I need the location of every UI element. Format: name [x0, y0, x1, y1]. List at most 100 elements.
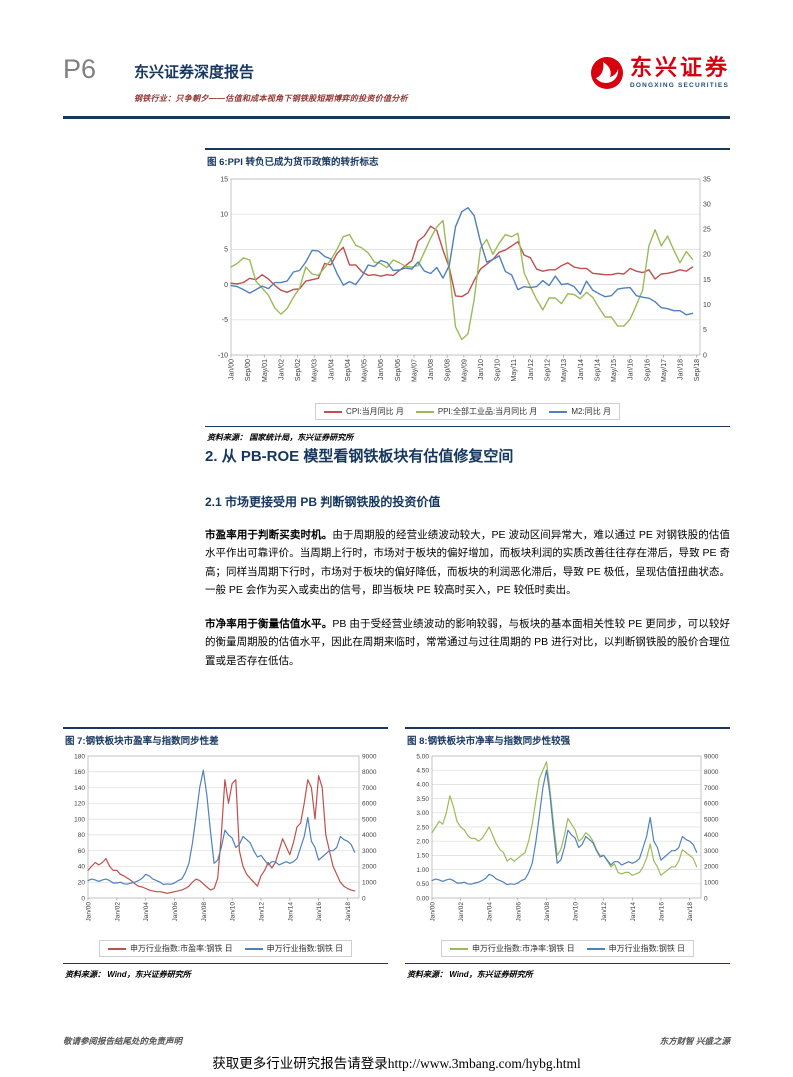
- figure-7: 图 7:钢铁板块市盈率与指数同步性差 0 20 40 60 80 100 120 140 160…: [63, 727, 388, 980]
- svg-text:0.50: 0.50: [416, 881, 429, 888]
- page-number: P6: [63, 54, 97, 84]
- legend-label: 申万行业指数:市净率:钢铁 日: [471, 944, 575, 953]
- figure-7-chart: 0 20 40 60 80 100 120 140 160 180 0 1000 2000 3000 400…: [63, 750, 388, 938]
- svg-text:Sep/02: Sep/02: [295, 359, 302, 381]
- figure-7-title: 图 7:钢铁板块市盈率与指数同步性差: [63, 727, 388, 750]
- figure-7-legend: 申万行业指数:市盈率:钢铁 日 申万行业指数:钢铁 日: [98, 940, 353, 957]
- svg-text:10: 10: [703, 302, 711, 309]
- section-2: 2. 从 PB-ROE 模型看钢铁板块有估值修复空间 2.1 市场更接受用 PB…: [205, 445, 730, 670]
- svg-text:Jan/10: Jan/10: [230, 902, 237, 922]
- svg-text:5000: 5000: [704, 816, 719, 823]
- svg-text:80: 80: [78, 832, 86, 839]
- legend-line-icon: [586, 947, 605, 950]
- svg-text:Jan/04: Jan/04: [328, 359, 335, 380]
- legend-item: M2:同比 月: [549, 406, 611, 417]
- legend-label: M2:同比 月: [571, 407, 611, 416]
- svg-text:Jan/02: Jan/02: [278, 359, 285, 380]
- svg-text:Jan/02: Jan/02: [458, 902, 465, 922]
- svg-text:Jan/06: Jan/06: [172, 902, 179, 922]
- figure-6-chart: -10 -5 0 5 10 15 0 5 10 15 20 25 30 35 Jan/00 Sep/00 May…: [205, 171, 730, 401]
- svg-text:2000: 2000: [704, 864, 719, 871]
- svg-text:Sep/06: Sep/06: [395, 359, 402, 381]
- svg-text:Sep/12: Sep/12: [545, 359, 552, 381]
- svg-text:Jan/08: Jan/08: [544, 902, 551, 922]
- legend-item: 申万行业指数:钢铁 日: [586, 943, 686, 954]
- svg-text:9000: 9000: [704, 753, 719, 760]
- legend-line-icon: [549, 410, 568, 413]
- svg-text:180: 180: [74, 753, 85, 760]
- paragraph-pb-lead: 市净率用于衡量估值水平。: [205, 618, 333, 631]
- svg-text:0: 0: [704, 895, 708, 902]
- legend-item: 申万行业指数:市盈率:钢铁 日: [107, 943, 233, 954]
- legend-label: 申万行业指数:市盈率:钢铁 日: [129, 944, 233, 953]
- svg-text:May/05: May/05: [362, 359, 369, 382]
- svg-text:2.00: 2.00: [416, 839, 429, 846]
- figure-8-source: 资料来源： Wind，东兴证券研究所: [407, 970, 533, 979]
- svg-text:Jan/12: Jan/12: [258, 902, 265, 922]
- figure-8-title: 图 8:钢铁板块市净率与指数同步性较强: [405, 727, 730, 750]
- svg-text:Sep/00: Sep/00: [245, 359, 252, 381]
- figure-6: 图 6:PPI 转负已成为货币政策的转折标志 -10 -5 0 5 10 15 0 5 10 15…: [205, 148, 730, 443]
- brand-name-cn: 东兴证券: [629, 55, 730, 80]
- svg-text:5.00: 5.00: [416, 753, 429, 760]
- svg-text:8000: 8000: [704, 769, 719, 776]
- svg-text:-10: -10: [218, 352, 228, 359]
- svg-text:1000: 1000: [704, 880, 719, 887]
- figure-8: 图 8:钢铁板块市净率与指数同步性较强 0.00 0.50 1.00 1.50 2.00…: [405, 727, 730, 980]
- svg-text:May/11: May/11: [511, 359, 518, 382]
- legend-line-icon: [107, 947, 126, 950]
- svg-text:Jan/12: Jan/12: [601, 902, 608, 922]
- svg-text:Jan/10: Jan/10: [573, 902, 580, 922]
- svg-text:Sep/04: Sep/04: [345, 359, 352, 381]
- brand-name-en: DONGXING SECURITIES: [629, 82, 729, 90]
- svg-text:0.00: 0.00: [416, 895, 429, 902]
- svg-text:15: 15: [703, 277, 711, 284]
- svg-text:Sep/08: Sep/08: [445, 359, 452, 381]
- svg-text:7000: 7000: [362, 785, 377, 792]
- svg-text:May/13: May/13: [561, 359, 568, 382]
- paragraph-pb: 市净率用于衡量估值水平。PB 由于受经营业绩波动的影响较弱，与板块的基本面相关性…: [205, 615, 730, 670]
- svg-text:8000: 8000: [362, 769, 377, 776]
- svg-text:Sep/10: Sep/10: [495, 359, 502, 381]
- svg-text:25: 25: [703, 227, 711, 234]
- svg-text:0: 0: [362, 895, 366, 902]
- legend-label: PPI:全部工业品:当月同比 月: [437, 407, 538, 416]
- dongxing-logo: 东兴证券 DONGXING SECURITIES: [590, 56, 730, 90]
- footer-slogan: 东方财智 兴盛之源: [659, 1036, 730, 1046]
- svg-text:140: 140: [74, 785, 85, 792]
- figure-6-legend: CPI:当月同比 月 PPI:全部工业品:当月同比 月 M2:同比 月: [315, 403, 620, 420]
- svg-text:4000: 4000: [704, 832, 719, 839]
- svg-text:May/09: May/09: [461, 359, 468, 382]
- dongxing-logo-icon: [590, 57, 623, 89]
- svg-text:60: 60: [78, 848, 86, 855]
- svg-text:10: 10: [220, 212, 228, 219]
- figure-8-chart: 0.00 0.50 1.00 1.50 2.00 2.50 3.00 3.50 4.00 4.50…: [405, 750, 730, 938]
- svg-text:Jan/08: Jan/08: [428, 359, 435, 380]
- svg-text:2000: 2000: [362, 864, 377, 871]
- svg-text:0: 0: [703, 352, 707, 359]
- legend-line-icon: [415, 410, 434, 413]
- report-type-title: 东兴证券深度报告: [134, 64, 255, 81]
- legend-label: 申万行业指数:钢铁 日: [608, 944, 686, 953]
- svg-text:Jan/12: Jan/12: [528, 359, 535, 380]
- svg-text:3.00: 3.00: [416, 810, 429, 817]
- svg-text:Sep/14: Sep/14: [594, 359, 601, 381]
- figure-8-legend: 申万行业指数:市净率:钢铁 日 申万行业指数:钢铁 日: [440, 940, 695, 957]
- legend-label: CPI:当月同比 月: [346, 407, 404, 416]
- svg-text:9000: 9000: [362, 753, 377, 760]
- legend-line-icon: [244, 947, 263, 950]
- svg-text:Jan/18: Jan/18: [687, 902, 694, 922]
- svg-text:6000: 6000: [362, 801, 377, 808]
- svg-text:May/15: May/15: [611, 359, 618, 382]
- svg-text:6000: 6000: [704, 801, 719, 808]
- svg-text:Jan/04: Jan/04: [487, 902, 494, 922]
- report-download-link[interactable]: 获取更多行业研究报告请登录http://www.3mbang.com/hybg.…: [212, 1056, 581, 1071]
- svg-text:Jan/04: Jan/04: [143, 902, 150, 922]
- svg-text:Jan/14: Jan/14: [287, 902, 294, 922]
- svg-text:Jan/02: Jan/02: [114, 902, 121, 922]
- svg-text:Jan/18: Jan/18: [345, 902, 352, 922]
- svg-text:5000: 5000: [362, 816, 377, 823]
- svg-text:7000: 7000: [704, 785, 719, 792]
- svg-text:4.50: 4.50: [416, 768, 429, 775]
